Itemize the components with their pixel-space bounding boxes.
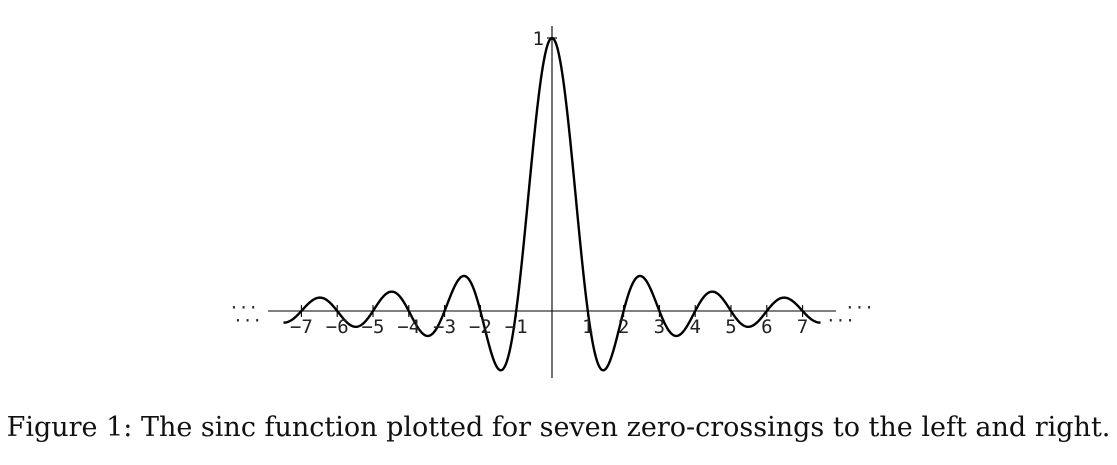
left-ellipsis: ··· [233, 311, 262, 330]
x-tick-label: 1 [582, 316, 593, 338]
x-tick-label: −5 [362, 316, 385, 338]
x-tick-label: 7 [797, 316, 808, 338]
right-ellipsis: ··· [826, 311, 855, 330]
x-tick-label: −2 [469, 316, 492, 338]
x-tick-label: −1 [505, 316, 528, 338]
x-tick-label: −7 [290, 316, 313, 338]
x-tick-label: −3 [433, 316, 456, 338]
right-ellipsis: ··· [845, 298, 874, 317]
x-tick-label: 2 [618, 316, 629, 338]
x-tick-label: 4 [689, 316, 700, 338]
y-tick-label: 1 [533, 28, 544, 50]
x-tick-label: 6 [761, 316, 772, 338]
x-tick-label: −6 [326, 316, 349, 338]
figure-caption: Figure 1: The sinc function plotted for … [6, 412, 1111, 443]
left-ellipsis: ··· [229, 298, 258, 317]
sinc-curve [283, 36, 821, 372]
axes [268, 26, 836, 378]
x-tick-label: 3 [654, 316, 665, 338]
tick-labels: −7 −6 −5 −4 −3 −2 −1 1 2 3 4 5 6 71············ [229, 28, 874, 338]
sinc-chart: −7 −6 −5 −4 −3 −2 −1 1 2 3 4 5 6 71············ [229, 26, 874, 378]
x-tick-label: 5 [725, 316, 736, 338]
x-tick-label: −4 [397, 316, 420, 338]
